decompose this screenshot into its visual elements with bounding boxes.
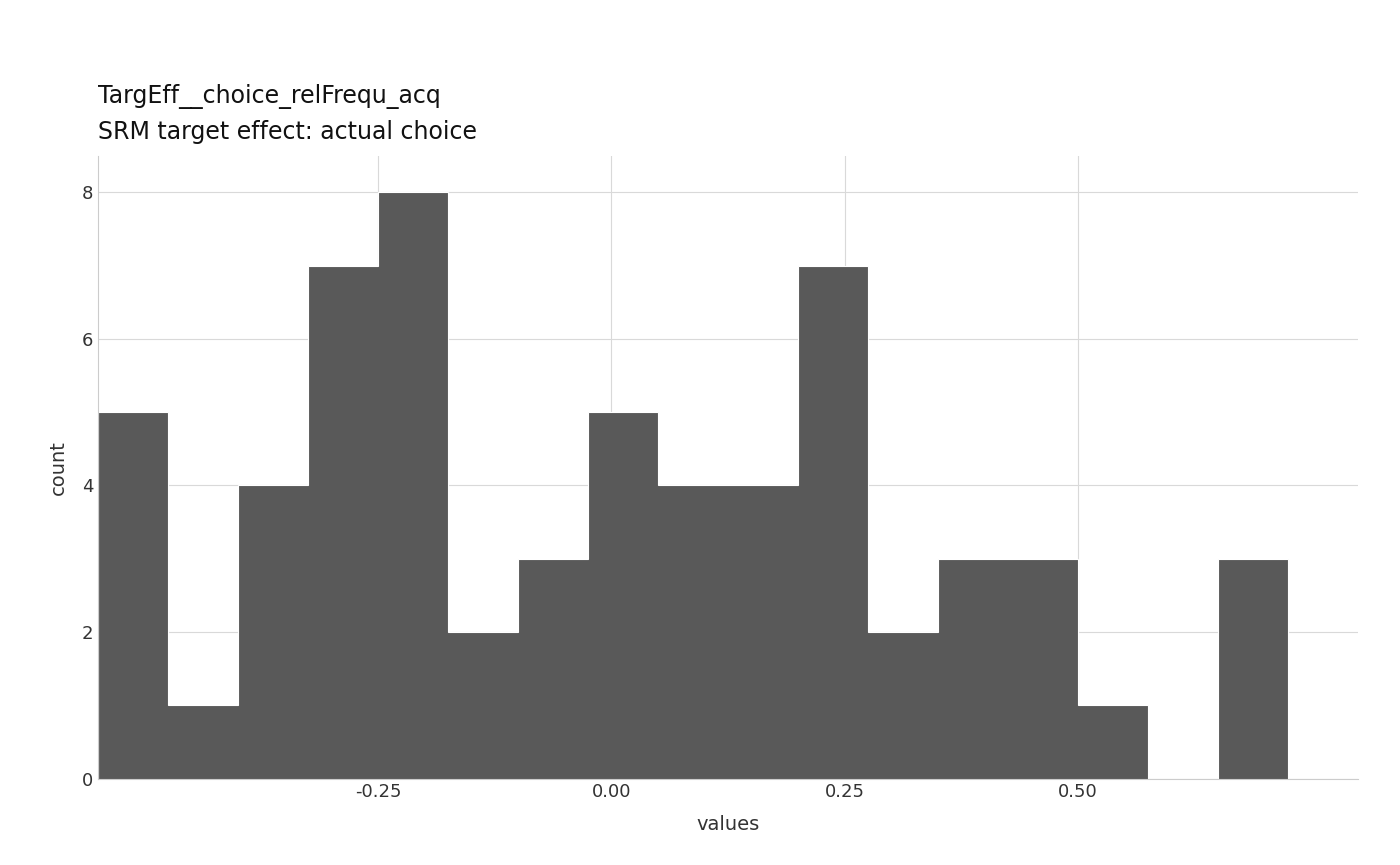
X-axis label: values: values — [696, 815, 760, 834]
Text: TargEff__choice_relFrequ_acq
SRM target effect: actual choice: TargEff__choice_relFrequ_acq SRM target … — [98, 84, 477, 144]
Y-axis label: count: count — [49, 439, 67, 495]
